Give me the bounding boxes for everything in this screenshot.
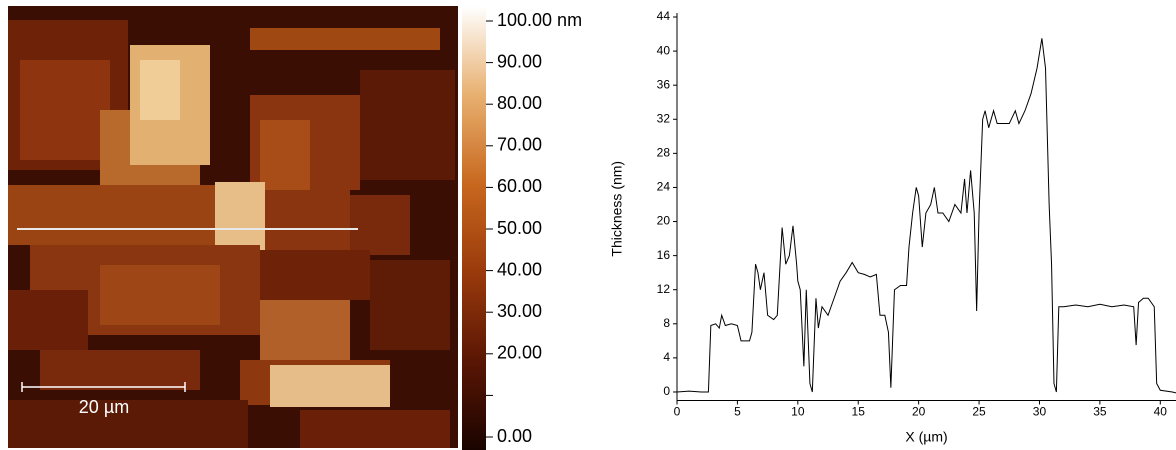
- y-tick-label: 44: [657, 9, 671, 23]
- profile-plot: 0 4 8 12 16 20 24 28 32 36 40 44 0 5 10 15 20 25 30 35 40 X (…: [609, 9, 1176, 445]
- colorbar-tick-label: 50.00: [497, 218, 542, 238]
- x-tick-label: 30: [1033, 405, 1047, 419]
- y-tick-label: 36: [657, 77, 671, 91]
- colorbar-tick-label: 90.00: [497, 51, 542, 71]
- colorbar-tick-label: 100.00 nm: [497, 10, 582, 30]
- colorbar: [462, 6, 486, 450]
- x-axis-title: X (µm): [905, 429, 947, 445]
- colorbar-tick-label: 70.00: [497, 135, 542, 155]
- colorbar-tick-label: 80.00: [497, 93, 542, 113]
- colorbar-tick-label: 30.00: [497, 301, 542, 321]
- colorbar-axis: 100.00 nm 90.00 80.00 70.00 60.00 50.00 40.00 3…: [486, 10, 582, 446]
- profile-line: [676, 38, 1176, 394]
- x-tick-label: 0: [674, 405, 681, 419]
- colorbar-tick-label: 20.00: [497, 343, 542, 363]
- afm-image: 20 µm: [8, 6, 458, 448]
- x-tick-label: 40: [1154, 405, 1168, 419]
- y-tick-label: 4: [663, 350, 670, 364]
- y-tick-label: 16: [657, 248, 671, 262]
- y-tick-label: 24: [657, 180, 671, 194]
- y-tick-label: 12: [657, 282, 671, 296]
- x-tick-label: 25: [972, 405, 986, 419]
- y-tick-label: 8: [663, 316, 670, 330]
- colorbar-tick-label: 0.00: [497, 426, 532, 446]
- y-tick-label: 0: [663, 384, 670, 398]
- x-tick-label: 5: [734, 405, 741, 419]
- y-axis-title: Thickness (nm): [609, 161, 625, 257]
- x-tick-label: 10: [791, 405, 805, 419]
- colorbar-tick-label: 60.00: [497, 176, 542, 196]
- x-tick-label: 35: [1093, 405, 1107, 419]
- y-tick-label: 40: [657, 43, 671, 57]
- y-tick-label: 32: [657, 111, 671, 125]
- x-tick-label: 15: [852, 405, 866, 419]
- y-tick-label: 20: [657, 214, 671, 228]
- x-tick-label: 20: [912, 405, 926, 419]
- y-tick-label: 28: [657, 146, 671, 160]
- scale-bar-label: 20 µm: [79, 397, 129, 417]
- colorbar-tick-label: 40.00: [497, 259, 542, 279]
